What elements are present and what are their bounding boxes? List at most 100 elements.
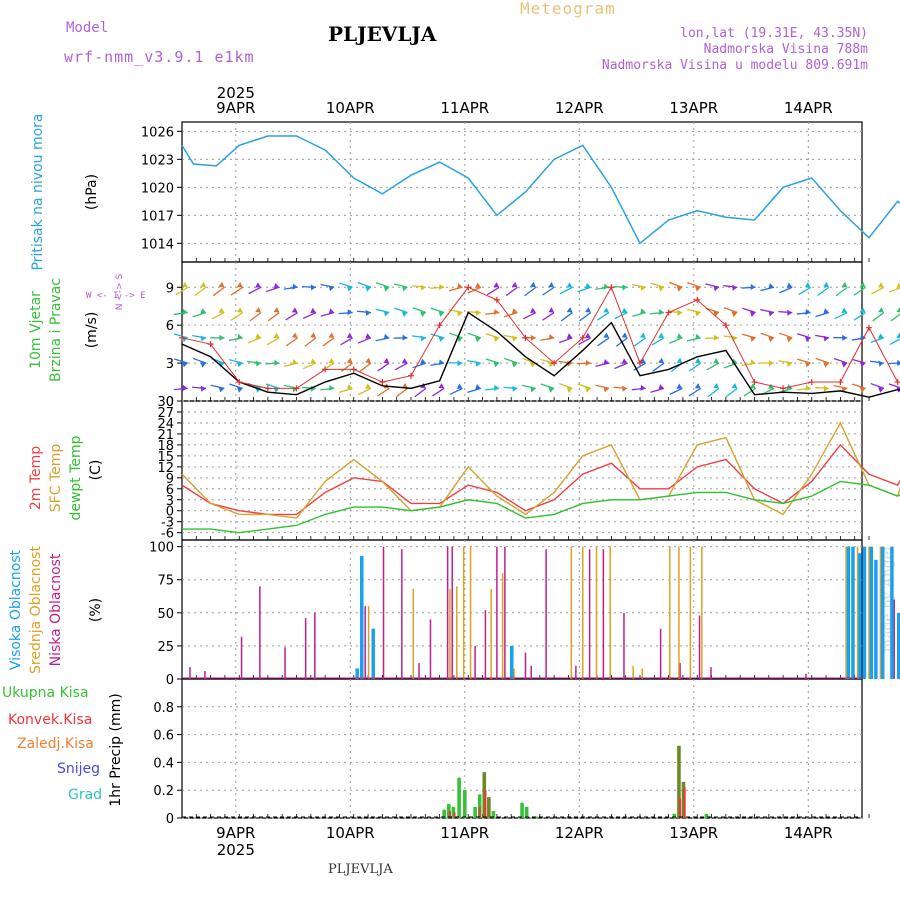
wind-ytick-label-3: 9 [166, 281, 174, 296]
wind-arrow [377, 362, 390, 372]
wind-arrow [889, 338, 900, 346]
wind-arrow-head [713, 382, 720, 389]
cloud-bar-0 [204, 671, 206, 679]
bottom-year-label: 2025 [217, 841, 255, 859]
precip-total-bar [677, 745, 681, 818]
wind-arrow-head [346, 285, 353, 292]
wind-gust-point [780, 385, 787, 392]
wind-arrow [175, 286, 189, 296]
wind-gust-point [436, 322, 443, 329]
wind-arrow-head [475, 309, 481, 316]
cloud-bar-1 [856, 546, 859, 679]
wind-arrow [815, 357, 830, 364]
wind-axis-title-2: Brzina i Pravac [48, 278, 64, 382]
wind-arrow-head [841, 307, 848, 314]
wind-arrow [650, 387, 665, 393]
wind-gust-point [722, 322, 729, 329]
cloud-bar-0 [429, 619, 432, 679]
precip-conv-bar [478, 806, 481, 818]
cloud-bar-0 [314, 612, 316, 679]
cloud-axis-title-3: Niska Oblacnost [48, 553, 64, 666]
wind-arrow-head [548, 281, 555, 288]
cloud-bar-0 [259, 586, 261, 679]
wind-arrow [834, 311, 848, 320]
wind-arrow-head [695, 333, 701, 340]
wind-arrow-head [328, 357, 335, 364]
wind-arrow-head [273, 282, 280, 289]
wind-arrow-head [731, 311, 738, 318]
wind-arrow-head [768, 360, 774, 367]
temp-unit: (C) [88, 460, 104, 481]
precip-total-bar [704, 813, 709, 818]
wind-arrow-head [639, 332, 646, 338]
cloud-bar-2 [360, 555, 364, 679]
precip-frame [181, 678, 863, 819]
wind-arrow-head [512, 335, 518, 342]
model-name: wrf-nmm_v3.9.1 e1km [64, 48, 255, 66]
cloud-bar-0 [446, 546, 449, 679]
cloud-bar-2 [846, 546, 851, 679]
cloud-bar-0 [524, 652, 527, 679]
wind-gust-point [264, 385, 271, 392]
lonlat-label: lon,lat (19.31E, 43.35N) [680, 26, 868, 41]
temperature-ytick-label-2: 0 [166, 505, 174, 520]
cloud-bar-2 [874, 559, 878, 679]
wind-arrow-head [694, 383, 701, 389]
wind-arrow [668, 281, 683, 288]
wind-gust-point [808, 379, 815, 386]
wind-arrow-head [859, 307, 866, 313]
cloud-bar-1 [868, 546, 870, 679]
wind-arrow-head [823, 335, 829, 342]
precip-conv-bar [453, 812, 456, 818]
wind-arrow-head [732, 284, 738, 291]
wind-arrow-head [347, 309, 353, 316]
wind-arrow-head [658, 309, 665, 316]
wind-arrow [652, 362, 665, 372]
precip-total-bar [463, 790, 467, 818]
wind-arrow [559, 337, 573, 344]
wind-legend-vert: N <-> S [115, 273, 125, 310]
wind-arrow-head [529, 307, 536, 313]
wind-arrow-head [200, 308, 207, 314]
wind-arrow-head [713, 285, 720, 292]
wind-arrow-head [804, 361, 811, 368]
wind-ytick-label-1: 3 [166, 357, 174, 372]
cloud-bar-0 [474, 645, 476, 679]
wind-arrow-head [438, 336, 445, 343]
top-xtick-label-1: 10APR [326, 99, 375, 117]
wind-arrow [192, 357, 207, 364]
wind-arrow-head [310, 358, 316, 364]
wind-arrow-head [603, 307, 610, 313]
wind-arrow-head [603, 283, 610, 290]
wind-gust-point [236, 379, 243, 386]
wind-arrow-head [181, 282, 188, 288]
wind-arrow-head [218, 281, 225, 288]
wind-gust-point [522, 334, 529, 341]
wind-arrow [779, 286, 793, 294]
wind-arrow [430, 307, 445, 314]
wind-arrow [597, 337, 610, 347]
clouds-frame [181, 539, 863, 680]
wind-arrow [194, 286, 207, 297]
wind-arrow-head [457, 360, 463, 367]
cloud-bar-1 [609, 546, 611, 679]
wind-arrow [322, 337, 335, 347]
wind-arrow [358, 387, 372, 396]
cloud-bar-1 [501, 573, 504, 679]
precip-axis-title: 1hr Precip (mm) [108, 693, 124, 806]
precip-total-bar [520, 802, 524, 818]
wind-arrow-head [676, 383, 683, 389]
wind-arrow-head [823, 308, 829, 314]
pressure-axis-title: Pritisak na nivou mora [30, 113, 46, 270]
wind-arrow [760, 332, 775, 339]
precip-ytick-label-4: 0.8 [153, 701, 174, 716]
cloud-bar-1 [845, 546, 847, 679]
wind-arrow-head [438, 383, 445, 389]
wind-arrow-head [658, 357, 665, 364]
wind-arrow-head [566, 282, 573, 288]
precip-legend-0: Ukupna Kisa [2, 685, 89, 701]
cloud-bar-1 [449, 588, 451, 679]
wind-arrow-head [530, 334, 536, 341]
pressure-ytick-label-4: 1026 [141, 125, 174, 140]
wind-arrow [212, 286, 225, 297]
